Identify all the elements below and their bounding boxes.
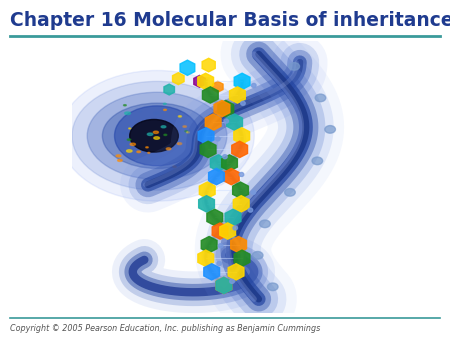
Ellipse shape <box>178 116 181 117</box>
Ellipse shape <box>315 94 326 102</box>
Ellipse shape <box>126 150 132 152</box>
Ellipse shape <box>122 132 126 134</box>
Ellipse shape <box>60 71 254 201</box>
Ellipse shape <box>267 283 278 291</box>
Ellipse shape <box>224 119 229 123</box>
Ellipse shape <box>223 155 227 159</box>
Ellipse shape <box>153 131 158 134</box>
Ellipse shape <box>233 226 238 230</box>
Ellipse shape <box>217 262 221 266</box>
Text: Copyright © 2005 Pearson Education, Inc. publishing as Benjamin Cummings: Copyright © 2005 Pearson Education, Inc.… <box>10 324 320 333</box>
Ellipse shape <box>161 126 166 128</box>
Ellipse shape <box>129 128 130 129</box>
Ellipse shape <box>154 112 159 114</box>
Ellipse shape <box>260 220 270 227</box>
Ellipse shape <box>116 155 121 157</box>
Ellipse shape <box>166 148 171 150</box>
Text: Chapter 16 Molecular Basis of inheritance: Chapter 16 Molecular Basis of inheritanc… <box>10 11 450 30</box>
Ellipse shape <box>114 106 200 166</box>
Ellipse shape <box>251 190 256 194</box>
Ellipse shape <box>164 109 166 111</box>
Ellipse shape <box>163 103 166 104</box>
Ellipse shape <box>72 81 242 190</box>
Ellipse shape <box>285 189 295 196</box>
Ellipse shape <box>252 251 263 259</box>
Ellipse shape <box>117 160 122 162</box>
Ellipse shape <box>140 111 141 112</box>
Ellipse shape <box>154 137 159 139</box>
Ellipse shape <box>124 105 126 106</box>
Ellipse shape <box>173 166 176 168</box>
Ellipse shape <box>239 172 244 176</box>
Ellipse shape <box>130 119 178 152</box>
Ellipse shape <box>137 151 140 153</box>
Ellipse shape <box>164 134 167 136</box>
Ellipse shape <box>183 144 185 145</box>
Ellipse shape <box>130 143 135 146</box>
Ellipse shape <box>183 137 186 139</box>
Ellipse shape <box>185 131 188 132</box>
Ellipse shape <box>216 137 220 141</box>
Ellipse shape <box>125 112 130 115</box>
Ellipse shape <box>103 103 212 168</box>
Ellipse shape <box>87 92 227 179</box>
Ellipse shape <box>218 244 223 248</box>
Ellipse shape <box>312 157 323 165</box>
Ellipse shape <box>289 63 300 70</box>
Ellipse shape <box>252 83 256 88</box>
Ellipse shape <box>148 152 150 153</box>
Ellipse shape <box>187 132 189 133</box>
Ellipse shape <box>183 126 186 127</box>
Ellipse shape <box>177 143 182 145</box>
Ellipse shape <box>230 279 234 283</box>
Ellipse shape <box>325 126 335 133</box>
Ellipse shape <box>248 208 253 212</box>
Ellipse shape <box>127 139 131 141</box>
Ellipse shape <box>241 101 245 105</box>
Ellipse shape <box>147 133 153 136</box>
Ellipse shape <box>146 147 148 148</box>
